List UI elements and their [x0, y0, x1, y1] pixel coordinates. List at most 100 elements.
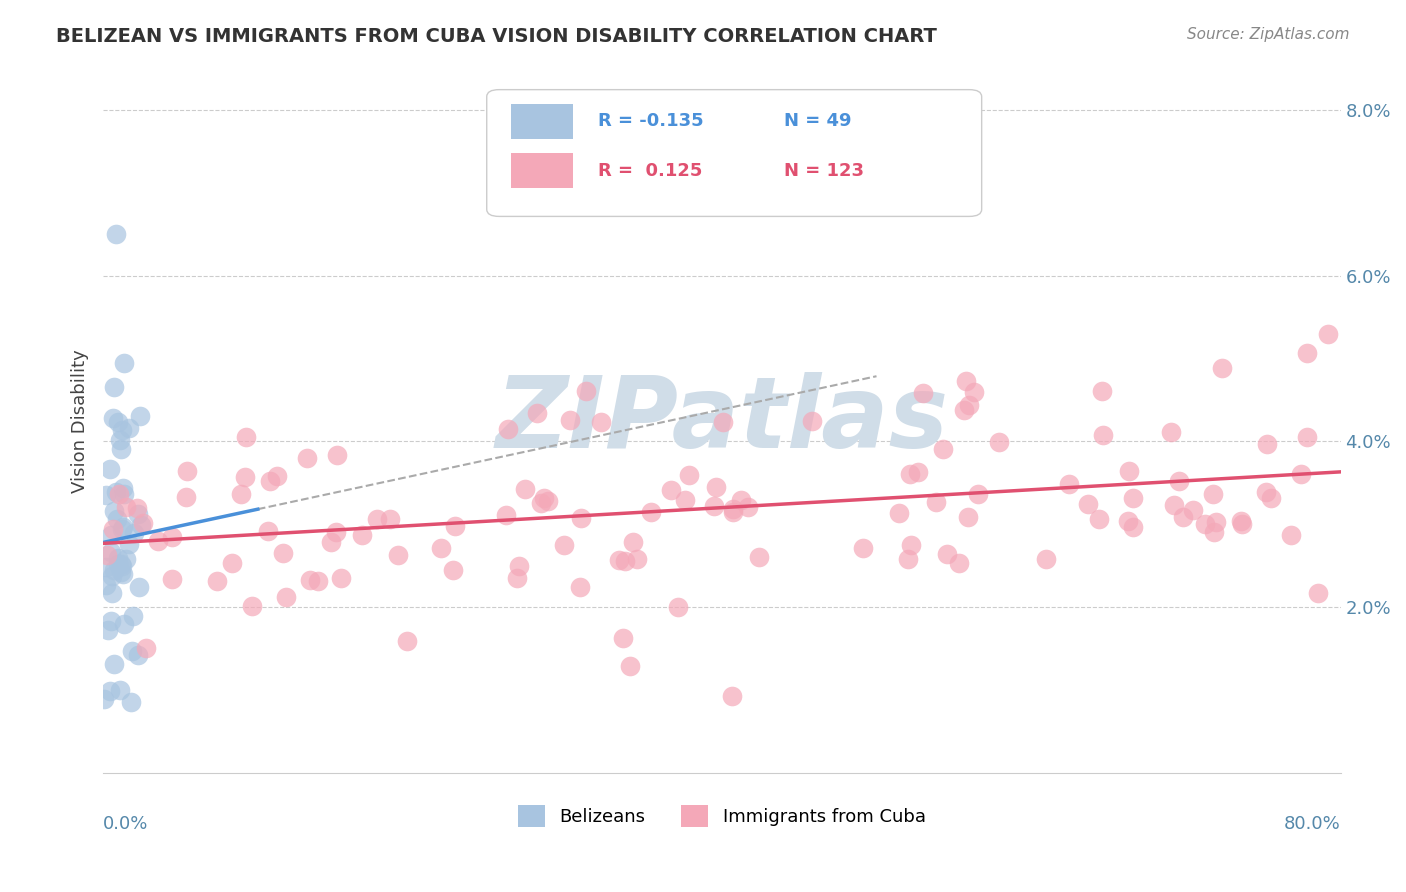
- Text: Source: ZipAtlas.com: Source: ZipAtlas.com: [1187, 27, 1350, 42]
- Point: [1116, 514, 1139, 528]
- Point: [221, 556, 243, 570]
- Point: [1211, 361, 1233, 376]
- Point: [101, 411, 124, 425]
- Point: [896, 551, 918, 566]
- Point: [395, 634, 418, 648]
- Point: [852, 541, 875, 555]
- Text: R =  0.125: R = 0.125: [598, 161, 703, 179]
- Point: [948, 556, 970, 570]
- Point: [100, 614, 122, 628]
- Text: BELIZEAN VS IMMIGRANTS FROM CUBA VISION DISABILITY CORRELATION CHART: BELIZEAN VS IMMIGRANTS FROM CUBA VISION …: [56, 27, 938, 45]
- Point: [128, 580, 150, 594]
- Point: [1279, 528, 1302, 542]
- Point: [1256, 437, 1278, 451]
- Point: [103, 504, 125, 518]
- Point: [900, 538, 922, 552]
- Point: [174, 490, 197, 504]
- Point: [1077, 497, 1099, 511]
- Point: [607, 553, 630, 567]
- Point: [330, 571, 353, 585]
- Legend: Belizeans, Immigrants from Cuba: Belizeans, Immigrants from Cuba: [510, 797, 934, 834]
- Point: [1122, 491, 1144, 506]
- Point: [1205, 516, 1227, 530]
- Point: [112, 487, 135, 501]
- Point: [800, 414, 823, 428]
- Point: [496, 422, 519, 436]
- Text: R = -0.135: R = -0.135: [598, 112, 704, 130]
- Point: [1118, 464, 1140, 478]
- Point: [932, 442, 955, 457]
- Point: [129, 518, 152, 533]
- Point: [1308, 586, 1330, 600]
- Point: [723, 501, 745, 516]
- Point: [128, 409, 150, 423]
- Point: [704, 480, 727, 494]
- Point: [889, 506, 911, 520]
- Text: ZIPatlas: ZIPatlas: [495, 372, 949, 469]
- Point: [114, 500, 136, 514]
- Point: [115, 552, 138, 566]
- Point: [259, 475, 281, 489]
- Point: [101, 522, 124, 536]
- Point: [737, 500, 759, 515]
- Point: [108, 682, 131, 697]
- Bar: [512, 153, 574, 188]
- Point: [146, 534, 169, 549]
- Point: [110, 558, 132, 572]
- Point: [1035, 552, 1057, 566]
- Point: [1092, 428, 1115, 442]
- Point: [1229, 515, 1251, 529]
- Point: [110, 565, 132, 579]
- Point: [276, 590, 298, 604]
- Point: [108, 487, 131, 501]
- Point: [240, 599, 263, 613]
- Point: [441, 563, 464, 577]
- Point: [619, 659, 641, 673]
- Y-axis label: Vision Disability: Vision Disability: [72, 349, 89, 492]
- Point: [898, 467, 921, 481]
- Point: [121, 644, 143, 658]
- Point: [94, 578, 117, 592]
- Bar: [512, 103, 574, 139]
- Point: [659, 483, 682, 497]
- Point: [112, 356, 135, 370]
- Point: [1260, 491, 1282, 506]
- Point: [103, 657, 125, 672]
- Point: [176, 464, 198, 478]
- Point: [513, 482, 536, 496]
- Point: [1122, 520, 1144, 534]
- Point: [111, 423, 134, 437]
- Point: [1254, 484, 1277, 499]
- Point: [100, 586, 122, 600]
- Point: [730, 493, 752, 508]
- Point: [621, 535, 644, 549]
- Point: [553, 538, 575, 552]
- Point: [118, 421, 141, 435]
- Point: [111, 520, 134, 534]
- Point: [111, 481, 134, 495]
- Point: [110, 442, 132, 457]
- Point: [110, 559, 132, 574]
- Point: [526, 406, 548, 420]
- Point: [108, 434, 131, 448]
- Point: [131, 516, 153, 530]
- Point: [98, 462, 121, 476]
- Point: [378, 511, 401, 525]
- Point: [925, 495, 948, 509]
- Point: [1202, 524, 1225, 539]
- Point: [1171, 510, 1194, 524]
- Point: [987, 435, 1010, 450]
- Point: [569, 580, 592, 594]
- Text: 80.0%: 80.0%: [1284, 815, 1340, 833]
- Point: [1296, 346, 1319, 360]
- Point: [1289, 467, 1312, 481]
- Point: [112, 616, 135, 631]
- Point: [107, 416, 129, 430]
- Point: [1181, 503, 1204, 517]
- Point: [613, 554, 636, 568]
- Point: [127, 501, 149, 516]
- Point: [105, 512, 128, 526]
- Point: [299, 573, 322, 587]
- Point: [560, 412, 582, 426]
- Point: [100, 684, 122, 698]
